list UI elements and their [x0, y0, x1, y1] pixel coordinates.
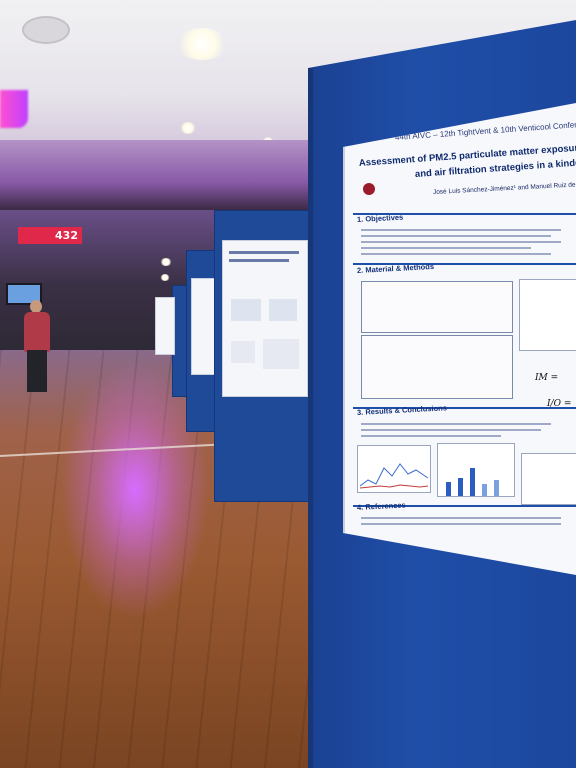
formula-io: I/O = [547, 399, 572, 409]
chart-bar [482, 484, 487, 496]
poster-text-block [229, 251, 299, 254]
experiment-table [361, 281, 513, 333]
text-line [361, 523, 561, 525]
poster-figure [231, 341, 255, 363]
ceiling-band [0, 140, 330, 210]
text-line [361, 235, 551, 237]
results-side-chart [521, 453, 576, 505]
section-title-objectives: 1. Objectives [356, 212, 404, 224]
university-logo [363, 183, 375, 195]
poster-middle [222, 240, 308, 397]
section-divider [353, 505, 576, 507]
timeseries-line [359, 484, 429, 489]
chart-bar [458, 478, 463, 496]
results-timeseries-chart [357, 445, 431, 493]
poster-figure [269, 299, 297, 321]
poster-authors: José Luis Sánchez-Jiménez¹ and Manuel Ru… [432, 180, 576, 196]
text-line [361, 247, 531, 249]
section-title-references: 4. References [356, 500, 406, 512]
poster-far [155, 297, 175, 355]
text-line [361, 423, 551, 425]
board-edge [308, 68, 313, 768]
results-bar-chart [437, 443, 515, 497]
section-divider [353, 407, 576, 409]
chart-bar [470, 468, 475, 496]
ceiling-light [160, 274, 170, 281]
timeseries-svg [359, 463, 429, 489]
person-body [24, 312, 50, 352]
activity-table [361, 335, 513, 399]
poster-text-block [229, 259, 289, 262]
chart-bar [494, 480, 499, 496]
poster-figure [231, 299, 261, 321]
chart-bar [446, 482, 451, 496]
ceiling-light [160, 258, 172, 266]
text-line [361, 229, 561, 231]
ceiling-speaker [22, 16, 70, 44]
text-line [361, 429, 541, 431]
timeseries-line [359, 463, 429, 487]
floor-reflection [60, 360, 210, 620]
section-divider [353, 263, 576, 265]
poster-main: 44th AIVC – 12th TightVent & 10th Ventic… [343, 103, 576, 575]
text-line [361, 435, 501, 437]
section-title-results: 3. Results & Conclusions [356, 403, 448, 417]
room-sign: 432 [18, 227, 82, 244]
floor-plan-figure [519, 279, 576, 351]
wall-screen [6, 283, 42, 305]
ceiling-light [180, 122, 196, 134]
text-line [361, 517, 561, 519]
text-line [361, 253, 551, 255]
person-legs [27, 350, 47, 392]
poster-table [263, 339, 299, 369]
ceiling-light [176, 28, 228, 60]
person-head [30, 300, 42, 313]
formula-im: IM = [535, 373, 559, 383]
text-line [361, 241, 561, 243]
section-divider [353, 213, 576, 215]
neon-light [0, 90, 28, 128]
